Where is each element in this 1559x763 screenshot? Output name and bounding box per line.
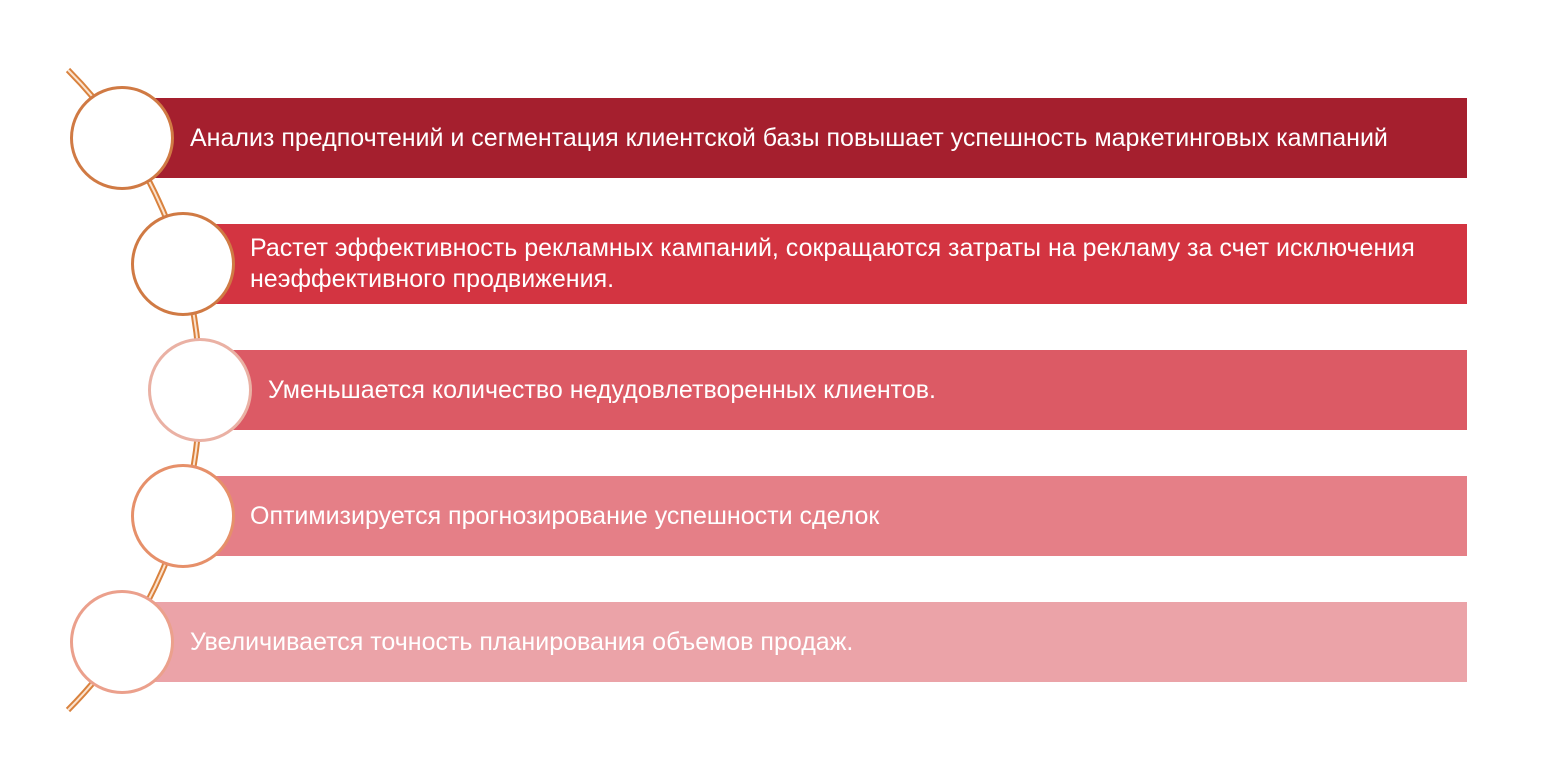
- bullet-circle-2: [131, 212, 235, 316]
- item-text: Увеличивается точность планирования объе…: [190, 627, 854, 656]
- bullet-circle-1: [70, 86, 174, 190]
- item-text: Оптимизируется прогнозирование успешност…: [250, 501, 880, 530]
- list-item-4: Оптимизируется прогнозирование успешност…: [210, 476, 1467, 556]
- list-item-3: Уменьшается количество недудовлетворенны…: [228, 350, 1467, 430]
- bullet-circle-3: [148, 338, 252, 442]
- list-item-1: Анализ предпочтений и сегментация клиент…: [150, 98, 1467, 178]
- item-text: Уменьшается количество недудовлетворенны…: [268, 375, 936, 404]
- list-item-2: Растет эффективность рекламных кампаний,…: [210, 224, 1467, 304]
- bullet-circle-4: [131, 464, 235, 568]
- item-text: Растет эффективность рекламных кампаний,…: [250, 234, 1415, 293]
- list-item-5: Увеличивается точность планирования объе…: [150, 602, 1467, 682]
- bullet-circle-5: [70, 590, 174, 694]
- item-text: Анализ предпочтений и сегментация клиент…: [190, 123, 1388, 152]
